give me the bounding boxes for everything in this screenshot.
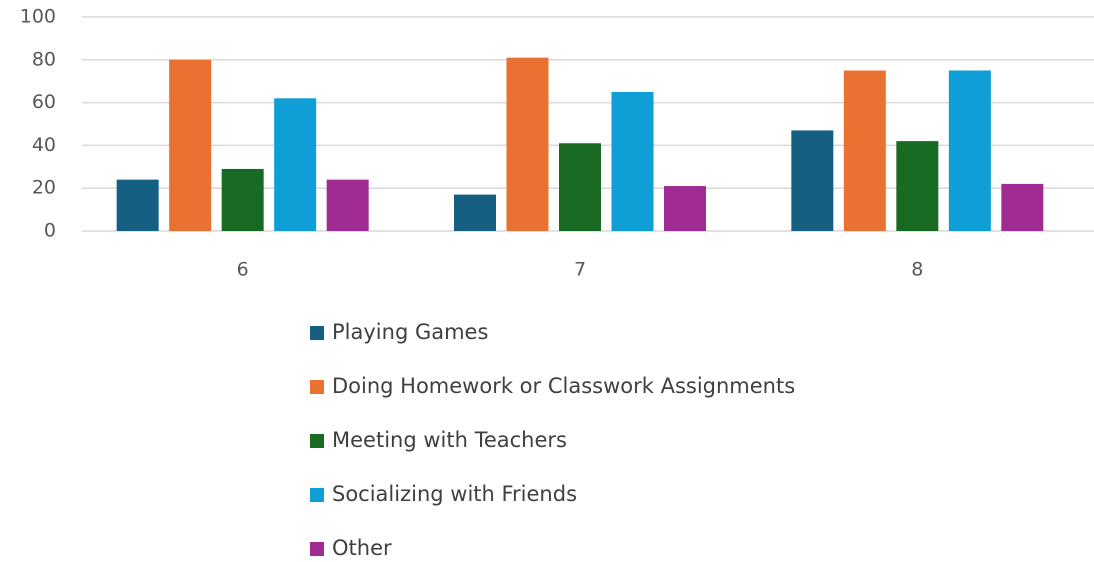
legend-swatch bbox=[310, 488, 324, 502]
bar bbox=[506, 57, 549, 231]
legend-swatch bbox=[310, 434, 324, 448]
legend-label: Other bbox=[332, 536, 392, 560]
legend-swatch bbox=[310, 380, 324, 394]
y-tick-label: 60 bbox=[32, 91, 56, 113]
bar bbox=[559, 143, 601, 231]
bar bbox=[896, 141, 939, 231]
bar bbox=[843, 70, 886, 231]
bar bbox=[274, 98, 317, 231]
bar bbox=[611, 91, 654, 232]
legend-swatch bbox=[310, 542, 324, 556]
bar bbox=[221, 168, 264, 231]
bar bbox=[1001, 183, 1044, 231]
legend-label: Socializing with Friends bbox=[332, 482, 577, 506]
y-tick-label: 0 bbox=[44, 220, 56, 242]
legend-label: Doing Homework or Classwork Assignments bbox=[332, 374, 795, 398]
legend-label: Meeting with Teachers bbox=[332, 428, 567, 452]
y-tick-label: 100 bbox=[20, 6, 56, 28]
bar bbox=[116, 179, 159, 231]
bar bbox=[664, 186, 706, 231]
y-tick-label: 80 bbox=[32, 48, 56, 70]
bar bbox=[948, 70, 991, 231]
legend-swatch bbox=[310, 326, 324, 340]
legend-label: Playing Games bbox=[332, 320, 488, 344]
y-tick-label: 20 bbox=[32, 177, 56, 199]
y-tick-label: 40 bbox=[32, 134, 56, 156]
bar bbox=[326, 179, 369, 231]
x-tick-label: 8 bbox=[911, 259, 923, 281]
bar bbox=[169, 59, 212, 231]
bar bbox=[791, 130, 834, 231]
x-tick-label: 6 bbox=[237, 259, 249, 281]
x-tick-label: 7 bbox=[574, 259, 586, 281]
bar bbox=[454, 194, 496, 231]
